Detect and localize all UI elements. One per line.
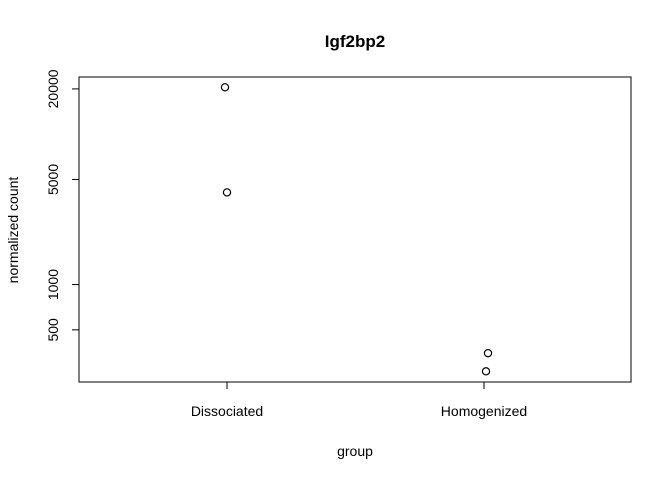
data-point <box>222 188 232 197</box>
chart-title: Igf2bp2 <box>325 32 385 51</box>
x-tick-label: Homogenized <box>441 403 527 419</box>
plot-frame <box>78 76 632 383</box>
x-axis-label: group <box>337 443 373 459</box>
y-tick-label: 5000 <box>45 164 61 195</box>
y-tick-label: 1000 <box>45 269 61 300</box>
y-tick-label: 20000 <box>45 69 61 108</box>
x-tick-label: Dissociated <box>191 403 263 419</box>
y-tick-label: 500 <box>45 318 61 342</box>
data-point <box>483 348 493 358</box>
y-axis: 500 1000 5000 20000 <box>45 69 79 342</box>
y-axis-label: normalized count <box>5 177 21 284</box>
data-point <box>220 83 230 92</box>
data-point <box>481 367 491 376</box>
data-points <box>220 83 493 376</box>
x-axis: Dissociated Homogenized <box>191 382 527 419</box>
